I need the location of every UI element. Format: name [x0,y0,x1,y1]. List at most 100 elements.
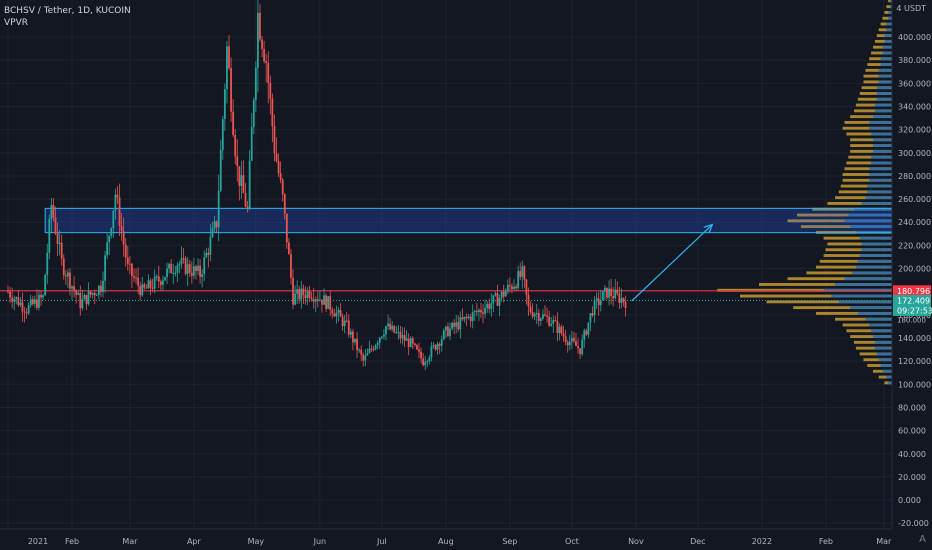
volume-bar-up [874,103,892,107]
volume-bar-up [861,201,892,205]
volume-bar-down [848,155,892,159]
candle-body [356,338,358,351]
candle-body [46,252,49,276]
candle-body [162,280,164,285]
candle-body [352,331,354,343]
volume-bar-down [863,74,892,78]
candle-body [622,298,625,302]
candle-body [364,355,367,361]
volume-bar-up [882,369,892,373]
candle-body [593,299,596,316]
auto-scale-icon[interactable]: A [919,534,926,545]
volume-bar-down [846,329,892,333]
candle-body [517,271,520,289]
candle-body [203,257,206,275]
volume-bar-up [850,306,892,310]
corner-number: 4 [896,4,902,13]
volume-bar-up [884,34,892,38]
volume-bar-up [859,236,892,240]
candle-body [60,242,63,259]
candle-body [230,67,232,112]
candle-body [190,272,193,276]
candle-body [15,297,18,299]
candle-body [69,272,71,289]
volume-bar-up [844,277,892,281]
volume-bar-up [880,63,892,66]
candle-body [612,295,615,299]
candle-body [269,83,272,99]
candle-body [54,217,57,234]
candle-body [137,277,140,286]
candle-body [599,300,602,306]
candle-body [312,299,315,302]
candles [7,0,627,371]
volume-bar-up [859,254,892,257]
indicator-label[interactable]: VPVR [4,18,28,28]
candle-body [170,263,173,274]
candle-body [13,298,16,302]
volume-bar-up [844,219,892,223]
volume-bar-down [840,184,892,188]
candle-body [444,326,447,331]
candle-body [209,237,212,255]
candle-body [285,213,288,243]
candle-body [562,333,565,337]
volume-bar-down [859,92,892,95]
candle-body [529,306,532,313]
candle-body [515,286,517,289]
candle-body [473,310,476,313]
candle-body [506,285,509,292]
candle-body [347,320,350,335]
volume-bar-up [855,265,892,269]
price-axis [892,0,932,550]
volume-bar-down [874,39,892,43]
candle-body [316,299,319,301]
candle-body [81,299,84,309]
candle-body [287,242,290,255]
candle-body [358,349,361,351]
candle-body [496,293,499,306]
candle-body [535,313,538,315]
candle-body [188,264,191,273]
volume-bar-down [797,213,892,217]
candle-body [475,310,478,313]
candle-body [205,252,208,258]
volume-bar-down [878,28,892,32]
currency-label: 4 USDT [896,4,926,13]
volume-bar-down [850,144,892,148]
time-tick-label: Sep [502,537,517,546]
candle-body [141,284,144,296]
candle-body [87,291,90,305]
candle-body [461,317,464,320]
volume-bar-up [857,259,892,263]
symbol-title[interactable]: BCHSV / Tether, 1D, KUCOIN [4,6,131,16]
candle-body [424,362,427,366]
volume-bar-up [876,86,892,90]
candle-body [42,295,45,298]
candle-body [318,299,321,301]
candle-body [552,320,555,324]
volume-bar-down [825,248,892,252]
volume-bar-up [871,329,892,333]
volume-bar-up [880,364,892,367]
candle-body [391,325,394,330]
candle-body [174,272,177,274]
candle-body [159,281,162,285]
candle-body [620,298,623,304]
volume-bar-up [878,80,892,84]
price-tick-label: 340.000 [898,102,931,111]
candle-body [581,339,584,355]
price-tick-label: 100.000 [898,380,931,389]
volume-bar-up [848,213,892,217]
candle-body [608,288,610,298]
candle-body [428,357,431,362]
candle-body [17,297,20,306]
candle-body [463,316,466,320]
candle-body [118,197,121,227]
volume-bar-up [873,149,892,153]
candle-body [176,265,179,273]
candle-body [157,276,160,282]
price-tick-label: 260.000 [898,195,931,204]
candle-body [511,286,513,289]
